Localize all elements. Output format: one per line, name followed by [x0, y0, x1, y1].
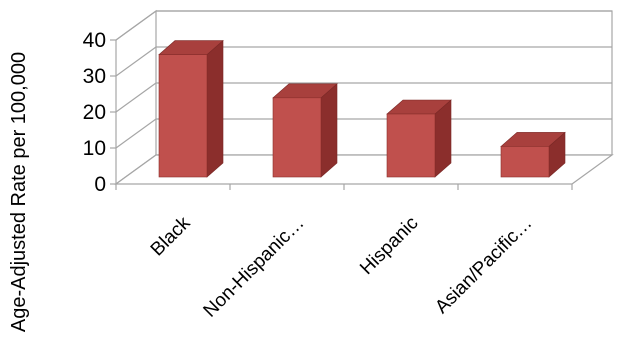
bar-0 [158, 39, 224, 178]
x-tick-labels: Black Non-Hispanic… Hispanic Asian/Pacific… [115, 184, 573, 322]
bars [158, 39, 566, 178]
bar [386, 113, 436, 178]
bar-1 [272, 83, 338, 178]
bar-side [320, 83, 338, 178]
y-axis-title: Age-Adjusted Rate per 100,000 [8, 52, 30, 332]
gridline [115, 10, 612, 41]
bar [500, 146, 550, 178]
y-tick-label: 20 [83, 101, 106, 124]
y-tick-label: 40 [83, 29, 106, 52]
x-tick-label: Hispanic [356, 213, 422, 279]
y-tick-label: 30 [83, 65, 106, 88]
gridline [115, 118, 612, 149]
gridline [115, 46, 612, 77]
floor-plane [114, 154, 614, 185]
y-tick-labels: 0 10 20 30 40 [83, 29, 116, 196]
gridline [115, 82, 612, 113]
bar-3 [500, 131, 566, 178]
chart-floor [114, 154, 614, 185]
x-tick-label: Asian/Pacific… [431, 213, 536, 318]
y-tick-label: 0 [94, 173, 106, 196]
bar-side [206, 39, 224, 178]
x-tick-label: Non-Hispanic… [200, 213, 309, 322]
bar [158, 54, 208, 178]
x-tick-label: Black [147, 212, 195, 260]
bar-2 [386, 99, 452, 178]
bar [272, 97, 322, 178]
y-tick-label: 10 [83, 137, 106, 160]
